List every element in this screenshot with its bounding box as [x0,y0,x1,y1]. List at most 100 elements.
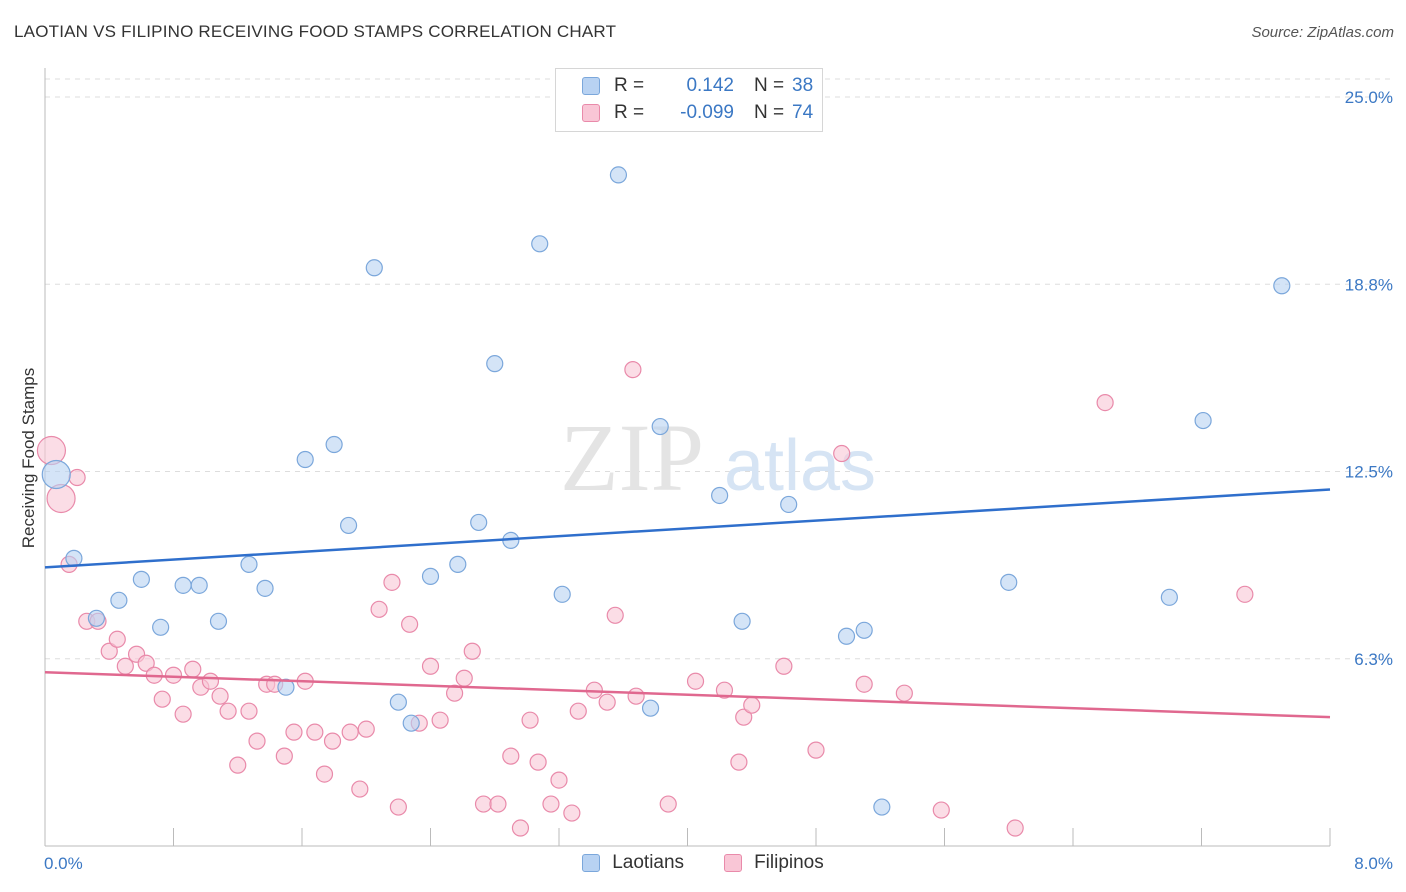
filipino-point [164,666,183,684]
filipino-point [550,771,568,789]
filipino-point [229,756,247,774]
laotian-point [855,621,873,639]
legend-row-laotians: R = 0.142 N = 38 [582,73,813,99]
x-tick-label: 8.0% [1354,854,1393,873]
filipino-point [431,711,449,729]
filipino-point [383,573,401,591]
filipino-point [606,606,624,624]
filipino-point [932,801,950,819]
laotian-point [531,235,549,253]
filipino-point [715,681,734,699]
filipino-point [46,483,76,514]
filipino-point [370,600,388,618]
chart-title: LAOTIAN VS FILIPINO RECEIVING FOOD STAMP… [14,22,617,41]
filipino-point [895,684,913,702]
filipino-point [569,702,587,720]
filipino-point [248,732,266,750]
filipino-point [743,696,761,714]
filipino-point [306,723,324,741]
laotian-point [711,486,729,505]
filipino-point [401,615,419,633]
laotian-point [152,618,170,636]
filipino-trend-line [44,670,1331,719]
y-tick-label: 12.5% [1345,463,1393,482]
filipino-point [1236,585,1254,603]
filipino-point [421,657,440,675]
legend-n-label: N = [754,102,785,123]
filipino-point [521,711,539,729]
legend-r-label: R = [614,75,645,96]
laotian-point [41,459,71,490]
filipino-point [184,660,202,678]
laotian-trend-line [44,488,1331,569]
y-tick-label: 25.0% [1345,88,1393,107]
filipino-point [855,675,873,693]
source-label: Source: ZipAtlas.com [1251,24,1394,41]
legend-n-value: 38 [792,75,814,96]
laotian-point [296,450,314,469]
laotian-point [421,567,440,585]
series-legend: Laotians Filipinos [0,852,1406,874]
filipino-point [686,672,705,690]
filipino-point [36,435,67,466]
filipino-point [108,630,126,648]
laotian-point [837,627,856,645]
filipino-point [174,705,192,723]
laotian-point [110,591,128,609]
legend-r-value: 0.142 [686,75,734,96]
legend-label-filipinos: Filipinos [754,852,824,873]
filipino-point [323,732,342,750]
laotian-point [1160,588,1178,606]
filipino-point [275,747,293,765]
filipinos-swatch [724,854,743,872]
legend-r-value: -0.099 [680,102,734,123]
laotians-points [41,166,1291,816]
filipino-point [240,702,258,720]
filipino-point [211,687,229,705]
laotian-point [132,570,150,588]
laotian-point [402,714,420,732]
filipino-point [511,819,530,837]
laotian-point [240,555,258,573]
filipino-point [389,798,407,816]
filipino-point [735,708,753,726]
legend-row-filipinos: R = -0.099 N = 74 [582,100,813,126]
laotian-point [339,516,358,535]
laotian-point [873,798,891,816]
filipino-point [730,753,748,771]
legend-item-filipinos: Filipinos [724,852,824,874]
laotian-point [609,166,628,184]
filipino-point [285,723,303,741]
watermark-zip: ZIP [560,404,704,511]
filipino-point [489,795,507,813]
filipinos-points [36,361,1254,837]
laotian-point [1273,277,1291,295]
tick-labels: 6.3% 12.5% 18.8% 25.0% 0.0% 8.0% Receiving Foo… [19,88,1393,873]
laotian-point [651,417,669,436]
y-axis-title: Receiving Food Stamps [19,368,38,548]
filipino-point [341,723,359,741]
laotian-point [553,585,571,603]
filipino-point [775,657,793,675]
laotian-point [486,355,504,373]
filipino-point [455,669,473,687]
laotians-swatch [582,77,600,95]
legend-label-laotians: Laotians [612,852,685,873]
filipino-point [529,753,547,771]
filipino-point [833,444,851,463]
laotian-point [641,699,660,717]
laotian-point [365,259,383,277]
laotian-point [1194,411,1212,430]
filipino-point [68,468,86,487]
laotian-point [780,495,798,514]
filipino-point [153,690,171,708]
correlation-legend: R = 0.142 N = 38 R = -0.099 N = 74 [555,68,823,132]
laotian-point [449,555,467,573]
laotian-point [1000,573,1018,591]
watermark-atlas: atlas [724,426,876,506]
laotian-point [325,435,343,454]
filipino-point [474,795,493,813]
laotian-point [65,549,83,567]
laotian-point [733,612,751,630]
